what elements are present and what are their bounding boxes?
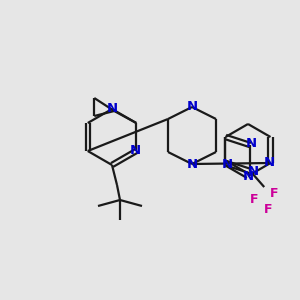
Text: N: N: [222, 158, 233, 172]
Text: N: N: [106, 103, 118, 116]
Text: N: N: [130, 145, 141, 158]
Text: F: F: [250, 193, 259, 206]
Text: N: N: [246, 136, 257, 149]
Text: N: N: [186, 100, 198, 113]
Text: N: N: [248, 164, 259, 178]
Text: N: N: [186, 158, 198, 170]
Text: N: N: [264, 157, 275, 169]
Text: N: N: [242, 169, 253, 182]
Text: F: F: [270, 187, 278, 200]
Text: F: F: [264, 202, 272, 215]
